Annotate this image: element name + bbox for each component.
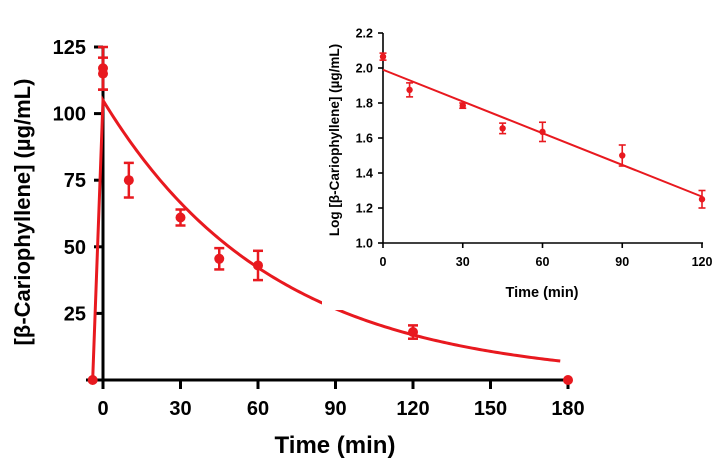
main-x-tick-label: 150 <box>474 398 507 420</box>
main-x-tick-label: 30 <box>169 398 191 420</box>
inset-data-point <box>406 86 413 94</box>
main-data-point <box>563 375 573 385</box>
inset-data-point <box>499 125 506 132</box>
inset-y-axis-title: Log [β-Cariophyllene] (µg/mL) <box>327 44 342 236</box>
main-data-point <box>253 260 263 271</box>
inset-y-tick-label: 1.0 <box>356 237 373 251</box>
inset-x-tick-label: 0 <box>380 255 387 269</box>
inset-data-point <box>379 53 387 60</box>
inset-y-tick-label: 2.2 <box>356 27 373 41</box>
main-data-point <box>98 68 108 79</box>
inset-y-tick-label: 1.4 <box>356 167 373 181</box>
inset-y-tick-label: 2.0 <box>356 62 373 76</box>
main-data-point <box>175 212 186 223</box>
main-data-point <box>214 253 225 264</box>
inset-data-point <box>459 102 466 109</box>
inset-background <box>322 10 714 310</box>
inset-y-tick-label: 1.6 <box>356 132 373 146</box>
main-y-tick-label: 125 <box>53 37 86 59</box>
main-y-tick-label: 50 <box>64 237 86 259</box>
main-data-point <box>408 327 418 338</box>
inset-y-tick-label: 1.2 <box>356 202 373 216</box>
inset-x-tick-label: 30 <box>456 255 470 269</box>
main-x-tick-label: 90 <box>324 398 346 420</box>
main-y-tick-label: 75 <box>64 170 86 192</box>
main-x-tick-label: 120 <box>396 398 429 420</box>
main-y-tick-label: 100 <box>53 104 86 126</box>
inset-x-tick-label: 90 <box>615 255 629 269</box>
inset-x-tick-label: 120 <box>692 255 713 269</box>
main-y-axis-title: [β-Cariophyllene] (µg/mL) <box>10 79 35 346</box>
inset-data-point <box>539 128 546 136</box>
main-data-point <box>123 175 134 186</box>
inset-y-tick-label: 1.8 <box>356 97 373 111</box>
inset-x-tick-label: 60 <box>536 255 550 269</box>
main-x-tick-label: 0 <box>97 398 108 420</box>
main-x-tick-label: 180 <box>551 398 584 420</box>
main-y-tick-label: 25 <box>64 303 86 325</box>
inset-data-point <box>619 152 626 159</box>
inset-data-point <box>698 196 706 203</box>
main-x-tick-label: 60 <box>247 398 269 420</box>
inset-x-axis-title: Time (min) <box>505 285 578 301</box>
main-data-point <box>87 375 98 385</box>
main-x-axis-title: Time (min) <box>275 432 396 459</box>
inset-chart: 0 30 60 90 120 1.0 1.2 1.4 1.6 1.8 2.0 2.2 Time (min… <box>322 10 714 310</box>
main-chart: 0 30 60 90 120 150 180 25 50 75 100 125 Time (min) [β… <box>10 37 585 459</box>
